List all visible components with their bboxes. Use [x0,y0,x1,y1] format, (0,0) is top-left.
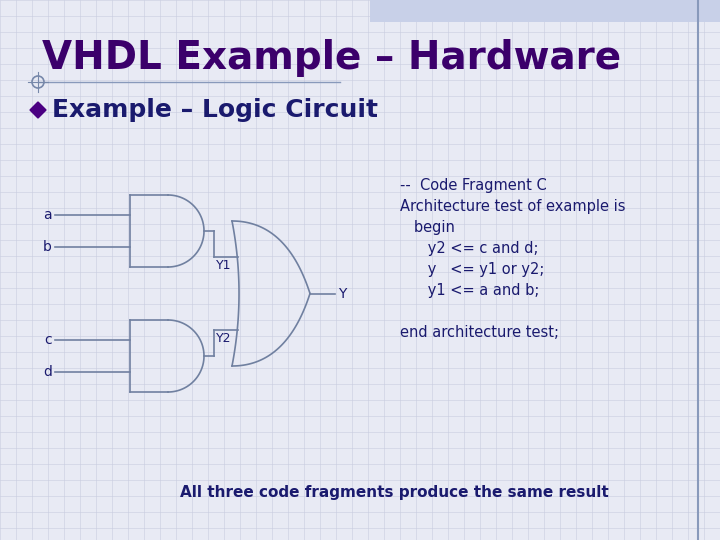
Text: --  Code Fragment C: -- Code Fragment C [400,178,546,193]
Text: a: a [43,208,52,222]
Text: begin: begin [400,220,455,235]
Text: b: b [43,240,52,254]
Text: VHDL Example – Hardware: VHDL Example – Hardware [42,39,621,77]
Text: c: c [45,333,52,347]
Text: Architecture test of example is: Architecture test of example is [400,199,626,214]
Polygon shape [30,102,46,118]
Text: y2 <= c and d;: y2 <= c and d; [400,241,539,256]
Text: y   <= y1 or y2;: y <= y1 or y2; [400,262,544,277]
Text: d: d [43,365,52,379]
Text: Example – Logic Circuit: Example – Logic Circuit [52,98,378,122]
Text: Y1: Y1 [216,259,232,272]
Text: Y: Y [338,287,346,300]
Text: Y2: Y2 [216,332,232,345]
Bar [370,0,720,22]
Text: y1 <= a and b;: y1 <= a and b; [400,283,539,298]
Text: All three code fragments produce the same result: All three code fragments produce the sam… [180,484,608,500]
Text: end architecture test;: end architecture test; [400,325,559,340]
